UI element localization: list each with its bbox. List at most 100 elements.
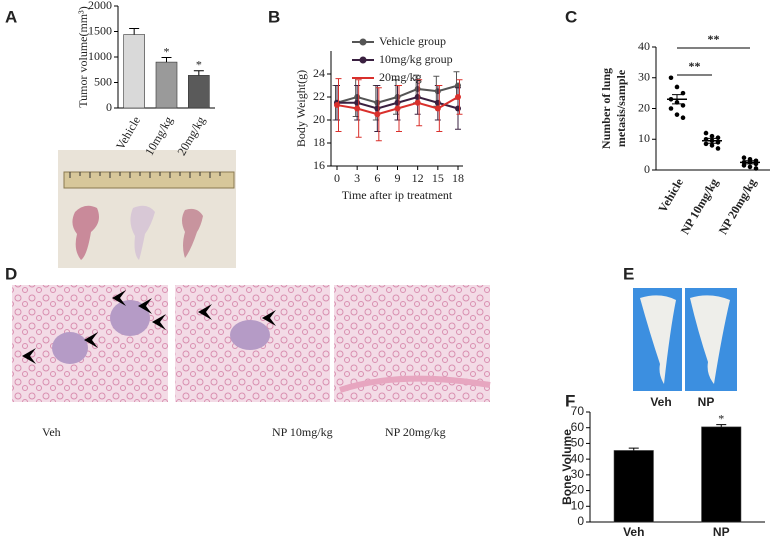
panel-label: A: [5, 7, 17, 26]
y-tick-label: 40: [571, 451, 585, 465]
data-point: [674, 112, 680, 117]
y-tick-label: 0: [644, 162, 650, 176]
significance-label: *: [196, 58, 202, 72]
legend-marker: [359, 56, 367, 64]
panel-label: B: [268, 7, 280, 26]
error-bar: [628, 447, 639, 451]
y-tick-label: 20: [638, 100, 650, 114]
data-point: [674, 84, 680, 90]
legend-label: Vehicle group: [379, 34, 446, 48]
x-tick-label: NP 20mg/kg: [716, 176, 759, 237]
data-point: [455, 105, 461, 112]
sem-bar: [672, 94, 682, 105]
panel-label: C: [565, 7, 577, 26]
x-tick-label: 12: [412, 171, 424, 185]
data-point: [668, 106, 674, 111]
y-tick-label: 20: [313, 112, 325, 126]
data-point: [709, 133, 715, 139]
data-point: [703, 141, 709, 147]
panel-label: E: [623, 264, 634, 283]
y-tick-label: 30: [638, 70, 650, 84]
data-point: [374, 111, 381, 118]
data-point: [354, 105, 361, 112]
data-point: [680, 115, 686, 121]
data-point: [334, 102, 340, 109]
data-point: [434, 105, 441, 112]
image-caption: Veh: [42, 425, 61, 439]
x-tick-label: 0: [334, 171, 340, 185]
data-point: [703, 130, 709, 136]
error-bar: [129, 27, 140, 35]
legend-label: 20mg/kg: [379, 70, 422, 84]
y-tick-label: 30: [571, 467, 585, 481]
bar: [155, 61, 178, 109]
data-point: [374, 105, 381, 112]
y-tick-label: 40: [638, 39, 650, 53]
y-tick-label: 20: [571, 483, 585, 497]
y-axis-label: Bone Volume: [560, 429, 574, 505]
x-axis-label: Time after ip treatment: [342, 188, 453, 202]
x-tick-label: 18: [452, 171, 464, 185]
x-tick-label: 6: [374, 171, 380, 185]
significance-label: **: [708, 32, 720, 46]
image-caption: Veh: [650, 395, 671, 409]
y-tick-label: 0: [106, 100, 112, 114]
sem-bar: [745, 160, 755, 165]
data-point: [414, 94, 421, 100]
x-tick-label: Vehicle: [655, 175, 686, 215]
y-tick-label: 22: [313, 89, 325, 103]
image-caption: NP 10mg/kg: [272, 425, 333, 439]
sem-bar: [707, 137, 717, 144]
data-point: [394, 99, 401, 106]
data-point: [709, 143, 715, 148]
data-point: [747, 164, 753, 170]
y-axis-label: Number of lung: [599, 68, 613, 149]
panel-label: F: [565, 391, 575, 410]
error-bar: [193, 70, 204, 76]
data-point: [715, 135, 721, 141]
y-tick-label: 0: [577, 514, 584, 528]
x-tick-label: 3: [354, 171, 360, 185]
y-axis-label: Tumor volume(mm³): [76, 6, 90, 108]
y-tick-label: 16: [313, 158, 325, 172]
y-axis-label: Body Weight(g): [294, 70, 308, 147]
data-point: [753, 166, 759, 171]
data-point: [715, 146, 721, 151]
y-tick-label: 10: [571, 498, 585, 512]
y-tick-label: 70: [571, 404, 585, 418]
data-point: [668, 75, 674, 81]
significance-label: **: [689, 59, 701, 73]
x-tick-label: 15: [432, 171, 444, 185]
data-point: [434, 99, 441, 106]
bar: [701, 426, 742, 523]
significance-label: *: [164, 44, 170, 58]
bar: [188, 75, 210, 109]
bone-images: [633, 288, 737, 391]
y-tick-label: 18: [313, 135, 325, 149]
x-tick-label: Veh: [623, 525, 644, 539]
bar: [613, 450, 654, 523]
legend-label: 10mg/kg group: [379, 52, 453, 66]
data-point: [354, 99, 361, 106]
data-point: [394, 105, 401, 112]
y-tick-label: 60: [571, 420, 585, 434]
y-tick-label: 2000: [88, 0, 112, 12]
error-bar: [716, 424, 727, 427]
error-bar: [161, 57, 172, 63]
tumor-photo: [58, 150, 236, 268]
y-tick-label: 1500: [88, 23, 112, 37]
x-tick-label: Vehicle: [113, 114, 143, 152]
y-tick-label: 10: [638, 131, 650, 145]
image-caption: NP: [698, 395, 715, 409]
legend-marker: [359, 38, 367, 46]
y-tick-label: 50: [571, 436, 585, 450]
data-point: [414, 99, 421, 106]
bar: [123, 34, 145, 109]
y-axis-label: metasis/sample: [614, 69, 628, 147]
y-tick-label: 500: [94, 74, 112, 88]
panel-label: D: [5, 264, 17, 283]
data-point: [455, 94, 461, 100]
data-point: [741, 155, 747, 160]
y-tick-label: 24: [313, 66, 325, 80]
